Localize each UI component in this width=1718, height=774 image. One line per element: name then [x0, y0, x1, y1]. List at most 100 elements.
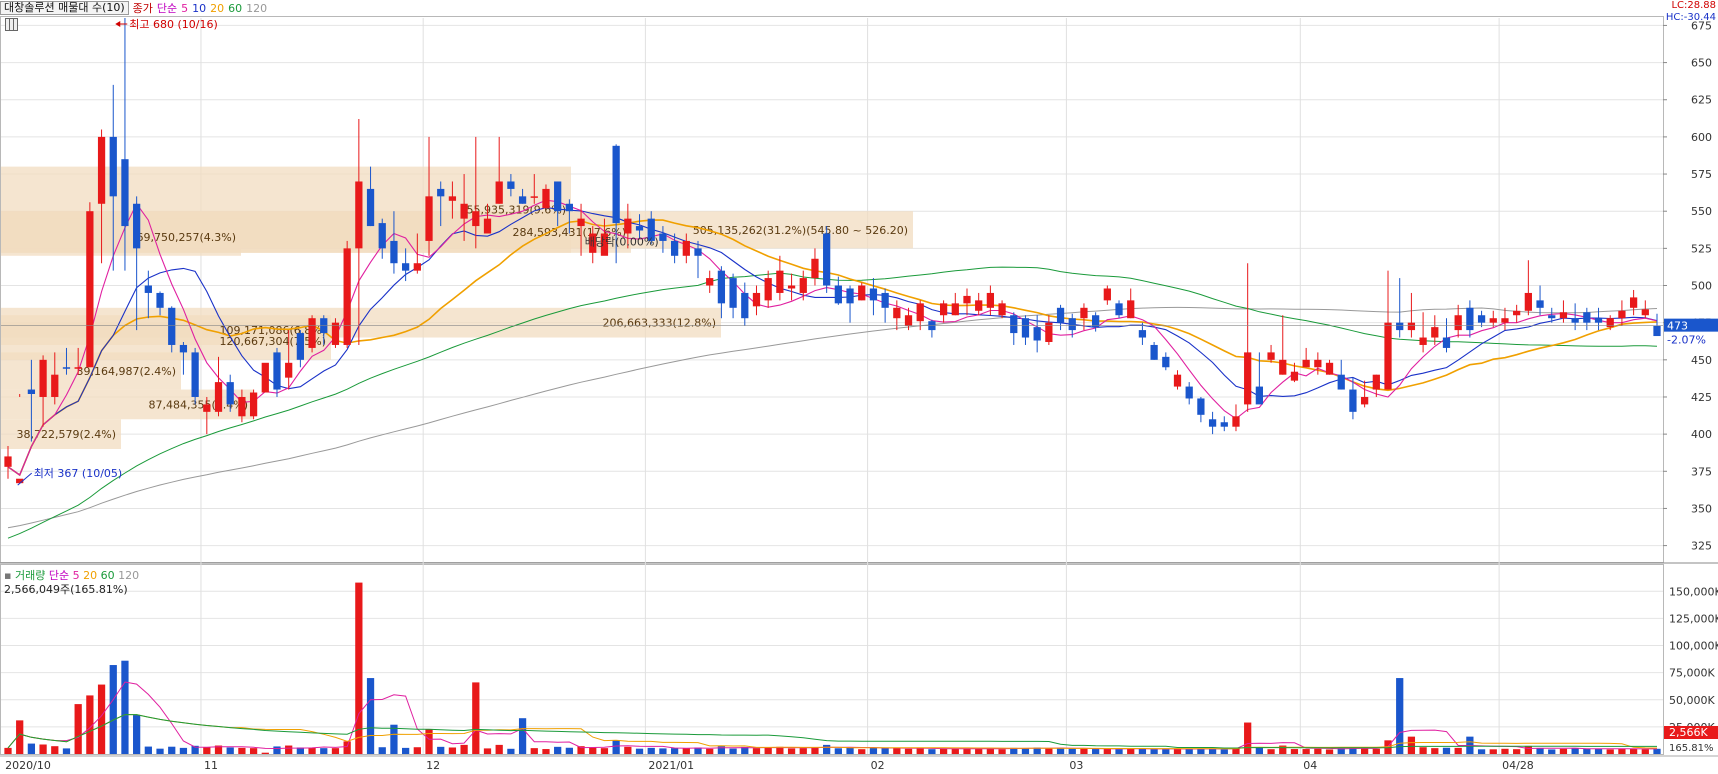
candle-body [1080, 307, 1088, 319]
volume-bar [1454, 747, 1462, 754]
candle-body [647, 218, 655, 241]
volume-bar [799, 748, 807, 754]
candle [343, 240, 351, 348]
volume-bar [448, 747, 457, 754]
candle [518, 188, 527, 204]
volume-tick-label: 150,000K [1669, 585, 1718, 598]
volume-bar [296, 747, 305, 754]
candle-body [881, 292, 889, 308]
candle-body [460, 203, 468, 219]
candle-body [495, 181, 503, 204]
candle [986, 285, 995, 316]
volume-value: 2,566,049주(165.81%) [4, 583, 128, 596]
volume-profile-label: 39,164,987(2.4%) [76, 365, 176, 378]
price-tick-label: 625 [1691, 94, 1712, 107]
current-volume-box [1664, 726, 1718, 739]
candle-body [823, 233, 831, 286]
candle-body [998, 303, 1006, 316]
candle [1431, 315, 1439, 345]
candle [1641, 300, 1649, 319]
volume-bar [308, 747, 316, 754]
price-legend: 대창솔루션 매물대 수(10) 종가 단순 5 10 20 60 120 [0, 1, 267, 15]
volume-bar [1653, 748, 1661, 754]
candle-body [226, 382, 234, 405]
candle [1255, 352, 1263, 405]
ma10-line [7, 207, 1658, 476]
volume-profile-label: 69,750,257(4.3%) [136, 231, 236, 244]
volume-bar [495, 744, 503, 754]
candle [1548, 307, 1556, 323]
candle [577, 203, 585, 256]
candle [460, 174, 468, 241]
axis-layer: 3253503754004254504755005255505756006256… [0, 19, 1718, 772]
candle-body [1384, 322, 1392, 390]
candle [448, 181, 457, 219]
candle-body [1033, 327, 1041, 341]
price-tick-label: 375 [1691, 465, 1712, 478]
volume-bar [951, 748, 959, 754]
candle [1010, 312, 1018, 345]
candle-body [975, 300, 983, 311]
volume-bar [1232, 748, 1240, 754]
price-tick-label: 500 [1691, 280, 1712, 293]
candle-body [1501, 318, 1509, 323]
vma-60: 60 [100, 569, 115, 582]
candle [1524, 260, 1532, 316]
volume-bar [577, 746, 585, 754]
candle [1442, 318, 1451, 353]
volume-bar [741, 746, 749, 754]
candle-body [951, 303, 959, 316]
candle-body [1583, 312, 1591, 323]
candle-body [62, 367, 71, 369]
chart-title[interactable]: 대창솔루션 매물대 수(10) [0, 1, 129, 15]
candle-body [1197, 398, 1205, 415]
candle [542, 184, 550, 209]
candle [717, 266, 726, 319]
candle-body [1138, 330, 1147, 338]
candle [1173, 370, 1182, 390]
candle-body [413, 263, 421, 271]
candle-body [214, 382, 223, 412]
candle-body [1396, 322, 1404, 331]
volume-bar [846, 747, 854, 754]
candle-body [577, 218, 585, 227]
candle-body [530, 196, 538, 198]
candle [963, 288, 971, 316]
candle-body [285, 362, 293, 378]
candle [285, 330, 293, 390]
candle [589, 226, 597, 264]
candle-body [144, 285, 152, 293]
ma20-line [7, 219, 1658, 477]
grid-toggle-icon[interactable] [5, 18, 18, 31]
candle-body [694, 248, 702, 256]
x-tick-label: 2020/10 [5, 759, 51, 772]
candle-body [1290, 371, 1299, 381]
candle [273, 347, 281, 397]
vma-20: 20 [83, 569, 98, 582]
x-tick-label: 02 [871, 759, 885, 772]
candle [1349, 377, 1357, 420]
candle-body [273, 352, 281, 390]
candle [811, 248, 819, 286]
price-panel-frame [0, 16, 1664, 563]
volume-bar [1220, 749, 1228, 754]
candle-body [16, 478, 24, 484]
candle-body [483, 218, 492, 234]
candle [156, 291, 164, 316]
candle-body [1442, 337, 1451, 348]
candle [1103, 285, 1111, 305]
candle [1454, 304, 1462, 338]
candle-body [904, 315, 913, 326]
volume-bar [1337, 748, 1345, 754]
candle [1127, 288, 1135, 319]
candle-body [1068, 318, 1076, 331]
candle-body [799, 278, 807, 293]
candle-body [1302, 359, 1310, 368]
volume-layer [4, 582, 1661, 754]
volume-bar [589, 747, 597, 754]
price-tick-label: 525 [1691, 242, 1712, 255]
ma-label: 단순 [156, 2, 178, 15]
candle-body [916, 303, 924, 322]
candle-body [1407, 322, 1416, 331]
candle [612, 144, 620, 264]
